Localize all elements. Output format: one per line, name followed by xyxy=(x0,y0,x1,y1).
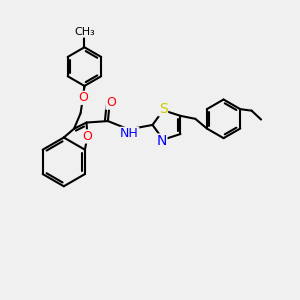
Text: S: S xyxy=(159,102,168,116)
Text: O: O xyxy=(82,130,92,143)
Text: NH: NH xyxy=(120,127,139,140)
Text: CH₃: CH₃ xyxy=(74,27,95,37)
Text: O: O xyxy=(106,96,116,109)
Text: O: O xyxy=(78,91,88,104)
Text: N: N xyxy=(157,134,167,148)
